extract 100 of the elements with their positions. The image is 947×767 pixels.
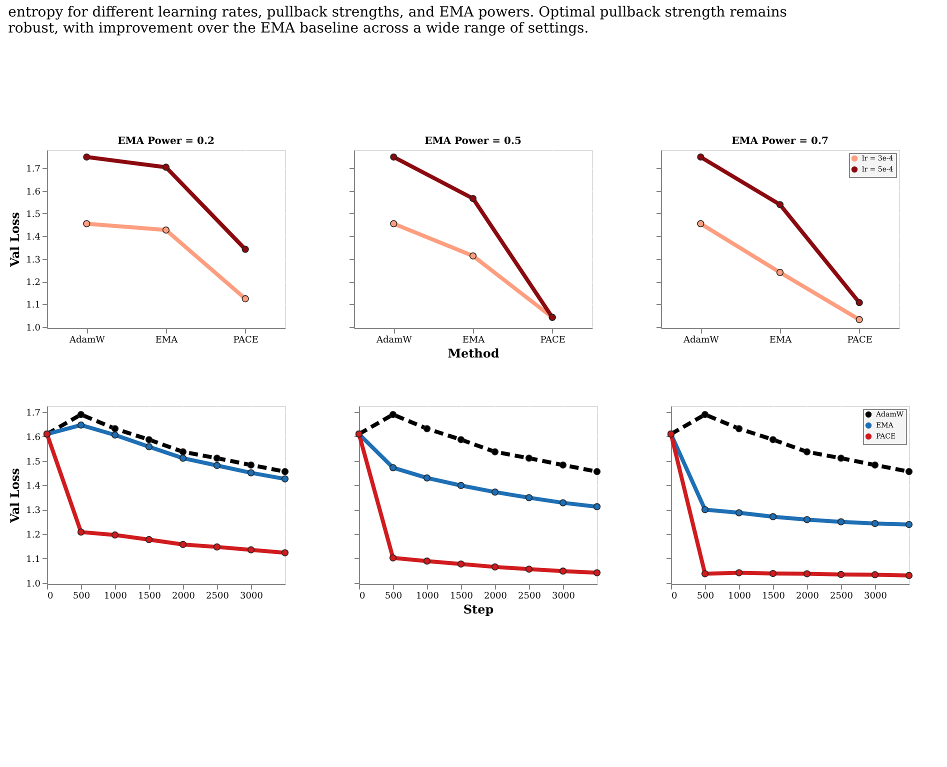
y-tick-label: 1.6: [26, 432, 41, 443]
y-tick-label: 1.4: [26, 232, 41, 243]
x-tick-label: 1000: [416, 592, 440, 602]
x-tick-label: AdamW: [68, 336, 106, 346]
point: [457, 482, 465, 490]
y-tick-label: 1.7: [26, 164, 41, 175]
point: [769, 570, 777, 578]
point: [735, 425, 743, 432]
point: [77, 421, 85, 429]
point: [559, 499, 567, 506]
y-tick-label: 1.1: [26, 300, 40, 311]
point: [423, 474, 431, 482]
x-tick-label: 1000: [728, 592, 752, 602]
point: [697, 220, 704, 228]
point: [776, 201, 784, 208]
point: [111, 425, 119, 432]
x-tick-label: PACE: [540, 336, 566, 346]
point: [593, 569, 601, 576]
point: [469, 194, 477, 202]
x-tick-label: 2500: [518, 592, 542, 602]
point: [389, 554, 397, 562]
point: [803, 570, 811, 578]
x-tick-label: 3000: [240, 592, 264, 602]
point: [701, 570, 709, 578]
y-tick-label: 1.5: [26, 210, 41, 220]
point: [525, 454, 533, 462]
x-tick-label: 2500: [830, 592, 854, 602]
x-tick-label: 1500: [762, 592, 786, 602]
point: [179, 448, 187, 456]
text: entropy for different learning rates, pullback strengths, and EMA powers. Optimal pullback strength remains robust, with improvement over the EMA baseline across a wide range of settings.: [8, 4, 787, 36]
point: [281, 475, 289, 482]
x-tick-label: AdamW: [375, 336, 413, 346]
x-tick-label: 2000: [172, 592, 196, 602]
point: [213, 462, 221, 470]
point: [281, 549, 289, 556]
point: [701, 410, 709, 418]
point: [77, 528, 85, 536]
point: [247, 469, 255, 476]
point: [871, 520, 879, 528]
y-tick-label: 1.2: [26, 278, 40, 288]
point: [593, 503, 601, 510]
point: [213, 454, 221, 462]
point: [179, 454, 187, 462]
point: [803, 448, 811, 456]
point: [776, 268, 784, 276]
point: [559, 461, 567, 469]
point: [803, 516, 811, 524]
point: [469, 252, 477, 260]
point: [145, 536, 153, 544]
point: [769, 513, 777, 520]
y-axis-title: Val Loss: [8, 212, 22, 268]
point: [83, 220, 90, 228]
point: [145, 436, 153, 444]
point: [593, 468, 601, 476]
point: [697, 153, 704, 161]
y-tick-label: 1.2: [26, 530, 40, 541]
point: [111, 431, 119, 439]
point: [525, 494, 533, 502]
y-tick-label: 1.4: [26, 482, 41, 492]
point: [423, 425, 431, 432]
point: [856, 299, 863, 306]
point: [281, 468, 289, 476]
x-tick-label: EMA: [155, 336, 178, 346]
point: [525, 566, 533, 573]
point: [247, 546, 255, 554]
point: [179, 540, 187, 548]
y-tick-label: 1.3: [26, 506, 41, 516]
x-tick-label: 1500: [450, 592, 474, 602]
x-tick-label: 3000: [552, 592, 576, 602]
y-tick-label: 1.3: [26, 255, 41, 266]
x-tick-label: PACE: [847, 336, 872, 346]
x-tick-label: 0: [48, 592, 54, 602]
x-tick-label: 2000: [796, 592, 820, 602]
point: [905, 520, 913, 528]
chart-title: EMA Power = 0.7: [732, 136, 828, 147]
point: [457, 560, 465, 568]
point: [905, 572, 913, 580]
x-axis-title: Method: [448, 346, 500, 360]
point: [769, 436, 777, 444]
x-tick-label: 500: [384, 592, 402, 602]
point: [389, 410, 397, 418]
point: [111, 531, 119, 539]
point: [457, 436, 465, 444]
chart-title: EMA Power = 0.2: [118, 136, 214, 147]
point: [423, 558, 431, 565]
point: [390, 153, 398, 161]
point: [242, 246, 249, 253]
x-tick-label: AdamW: [682, 336, 720, 346]
point: [390, 220, 398, 228]
x-tick-label: 500: [72, 592, 90, 602]
x-tick-label: 1000: [104, 592, 128, 602]
y-tick-label: 1.7: [26, 408, 41, 419]
point: [701, 506, 709, 514]
y-tick-label: 1.5: [26, 457, 41, 468]
point: [837, 570, 845, 578]
point: [905, 468, 913, 476]
point: [559, 568, 567, 575]
y-tick-label: 1.1: [26, 554, 40, 565]
point: [735, 569, 743, 576]
point: [871, 571, 879, 578]
